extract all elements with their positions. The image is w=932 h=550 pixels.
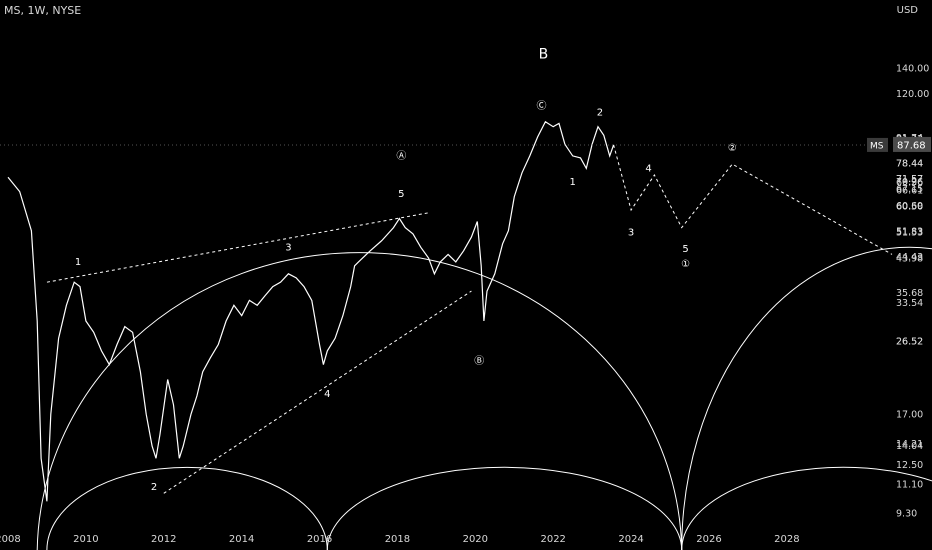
- x-tick-label: 2018: [385, 534, 410, 545]
- x-tick-label: 2012: [151, 534, 176, 545]
- y-tick-label: 120.00: [896, 89, 929, 100]
- y-tick-label: 60.69: [896, 201, 923, 212]
- y-tick-label: 60.50: [896, 201, 923, 212]
- x-tick-label: 2022: [540, 534, 565, 545]
- trendlines: [46, 212, 472, 494]
- cycle-arc: [326, 466, 683, 550]
- wave-label: 2: [151, 482, 157, 493]
- wave-label: Ⓐ: [396, 150, 406, 162]
- y-tick-label: 35.68: [896, 288, 923, 299]
- wave-label: Ⓑ: [474, 355, 484, 367]
- x-tick-label: 2028: [774, 534, 799, 545]
- wave-label: 5: [682, 244, 688, 255]
- y-tick-label: 26.52: [896, 337, 923, 348]
- x-tick-label: 2024: [618, 534, 643, 545]
- y-tick-label: 69.96: [896, 178, 923, 189]
- symbol-title: MS, 1W, NYSE: [4, 4, 82, 17]
- y-tick-label: 70.26: [896, 177, 923, 188]
- wave-label: 4: [324, 389, 330, 400]
- y-tick-label: 12.50: [896, 460, 923, 471]
- y-tick-label: 14.04: [896, 441, 923, 452]
- y-tick-label: 71.57: [896, 174, 923, 185]
- wave-label: B: [539, 47, 549, 63]
- wave-label: 3: [285, 242, 291, 253]
- x-tick-label: 2020: [463, 534, 488, 545]
- y-tick-label: 67.15: [896, 184, 923, 195]
- price-badge-symbol: MS: [870, 141, 884, 151]
- cycle-arc: [46, 466, 328, 550]
- wave-label: 1: [569, 177, 575, 188]
- wave-label: Ⓒ: [537, 100, 547, 112]
- y-tick-label: 78.44: [896, 159, 923, 170]
- y-axis: 140.00120.0091.7491.2290.4487.6878.4478.…: [896, 64, 929, 520]
- x-tick-label: 2026: [696, 534, 721, 545]
- wave-label: 5: [398, 189, 404, 200]
- y-tick-label: 9.30: [896, 509, 917, 520]
- trendline: [163, 290, 472, 494]
- y-tick-label: 66.61: [896, 186, 923, 197]
- y-tick-label: 14.21: [896, 439, 923, 450]
- wave-label: 4: [645, 163, 651, 174]
- price-badge-symbol-bg: [867, 137, 888, 152]
- y-tick-label: 71.57: [896, 174, 923, 185]
- y-tick-label: 43.98: [896, 254, 923, 265]
- wave-label: 3: [628, 227, 634, 238]
- cycle-arc: [681, 246, 932, 550]
- y-tick-label: 33.54: [896, 298, 923, 309]
- y-tick-label: 17.00: [896, 410, 923, 421]
- wave-labels: 1 2 3 4 5 Ⓐ Ⓑ B Ⓒ 1 2 3 4 5 ① ②: [75, 47, 737, 494]
- currency-label: USD: [896, 5, 918, 16]
- price-badge-value: 87.68: [897, 140, 926, 151]
- wave-label: 1: [75, 257, 81, 268]
- projection-line: [613, 144, 893, 255]
- price-badge: MS 87.68: [867, 136, 931, 152]
- y-tick-label: 51.83: [896, 227, 923, 238]
- cycle-arcs: [36, 246, 932, 550]
- y-tick-label: 44.43: [896, 252, 923, 263]
- x-tick-label: 2014: [229, 534, 254, 545]
- cycle-arc: [681, 466, 932, 550]
- wave-label: 2: [597, 107, 603, 118]
- x-tick-label: 2010: [73, 534, 98, 545]
- projection-path: [613, 144, 893, 255]
- y-tick-label: 140.00: [896, 64, 929, 75]
- wave-label: ②: [728, 143, 737, 154]
- y-tick-label: 51.53: [896, 228, 923, 239]
- cycle-arc: [36, 252, 683, 550]
- trendline: [46, 212, 429, 283]
- y-tick-label: 78.44: [896, 159, 923, 170]
- wave-label: ①: [681, 259, 690, 270]
- price-line: [7, 120, 615, 502]
- x-tick-label: 2016: [307, 534, 332, 545]
- price-badge-bg: [893, 136, 931, 152]
- y-tick-label: 11.10: [896, 480, 923, 491]
- price-series: [0, 120, 865, 502]
- y-tick-label: 26.52: [896, 337, 923, 348]
- y-tick-label: 60.50: [896, 201, 923, 212]
